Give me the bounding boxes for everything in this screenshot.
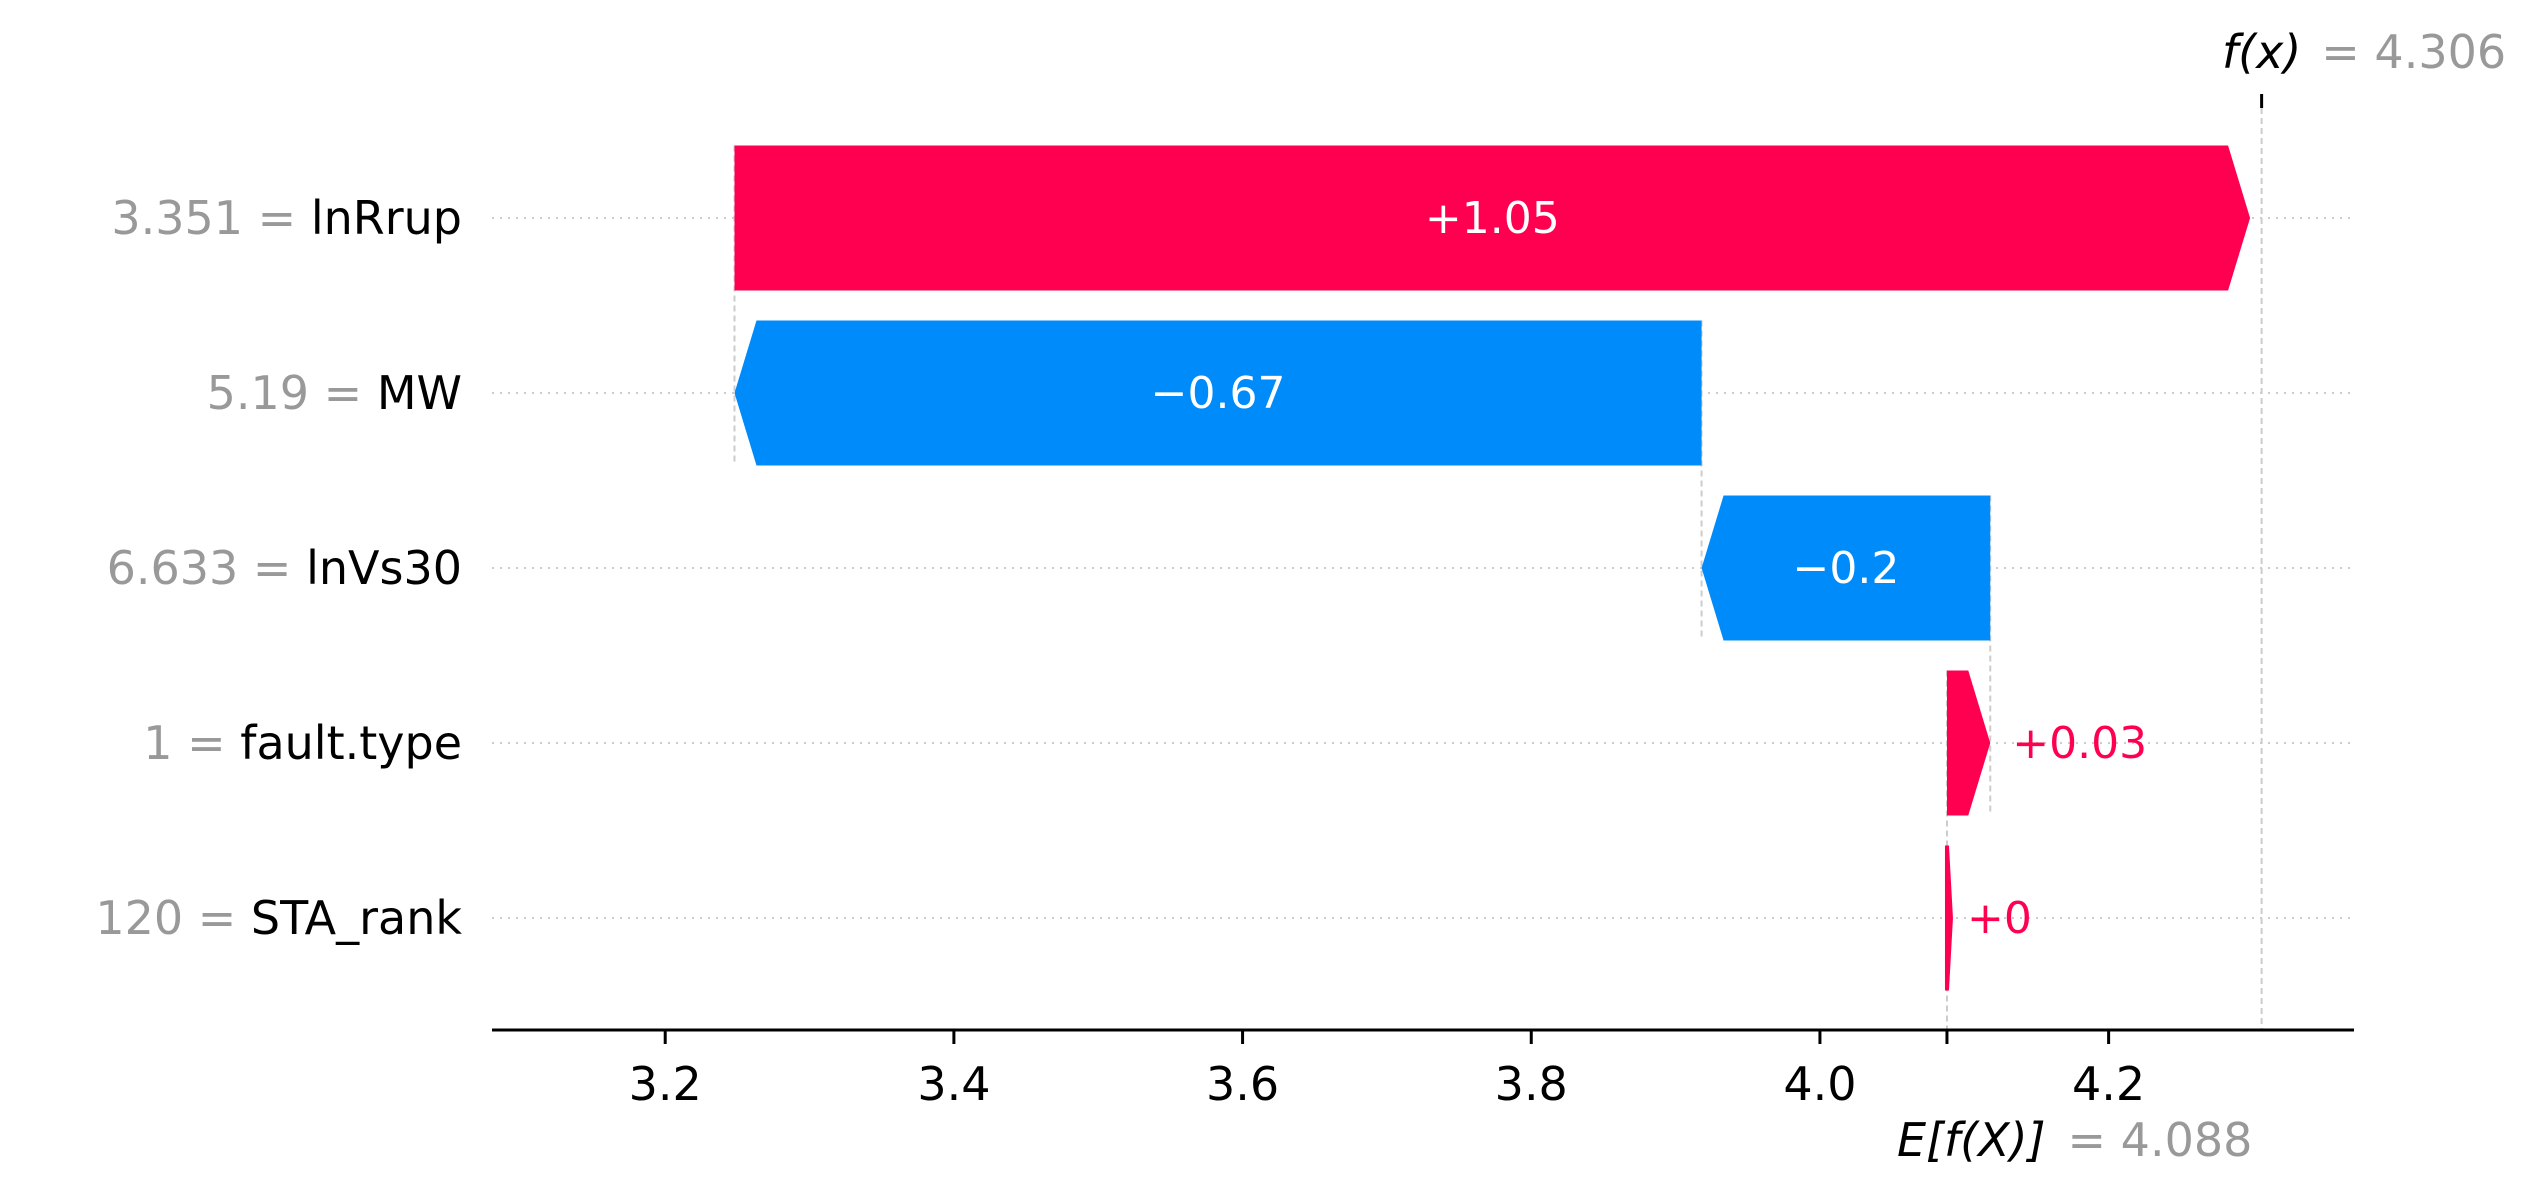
summary-annotations: E[f(X)] = 4.088 f(x) = 4.306: [1897, 25, 2506, 1167]
feature-value: 6.633 =: [107, 541, 306, 595]
bar-lnVs30: [1701, 495, 1991, 641]
bar-MW: [734, 320, 1702, 466]
feature-labels: 3.351 = lnRrup 5.19 = MW 6.633 = lnVs30 1 =…: [95, 191, 462, 945]
bar-label: −0.2: [1792, 543, 1899, 594]
feature-value: 1 =: [143, 716, 240, 770]
feature-label: 5.19 = MW: [207, 366, 462, 420]
x-axis: 3.2 3.4 3.6 3.8 4.0 4.2: [492, 94, 2354, 1111]
bar-label: +1.05: [1425, 193, 1560, 244]
x-tick-label: 4.2: [2072, 1057, 2145, 1111]
output-value-label: f(x): [2222, 25, 2301, 79]
feature-label: 6.633 = lnVs30: [107, 541, 462, 595]
bar-label: −0.67: [1151, 368, 1286, 419]
base-value-label: E[f(X)]: [1897, 1113, 2046, 1167]
feature-value: 120 =: [95, 891, 251, 945]
feature-value: 3.351 =: [111, 191, 310, 245]
x-tick-label: 3.8: [1495, 1057, 1568, 1111]
x-tick-label: 3.6: [1206, 1057, 1279, 1111]
feature-label: 120 = STA_rank: [95, 891, 462, 945]
base-value-text: = 4.088: [2068, 1113, 2253, 1167]
feature-name: lnVs30: [306, 541, 462, 595]
bar-lnRrup: [734, 145, 2251, 291]
output-value-annotation: f(x) = 4.306: [2222, 25, 2506, 79]
x-tick-label: 3.2: [629, 1057, 702, 1111]
bar-label: +0: [1967, 893, 2032, 944]
feature-name: STA_rank: [251, 891, 462, 945]
feature-label: 1 = fault.type: [143, 716, 462, 770]
contribution-labels: +1.05 −0.67 −0.2 +0.03 +0: [1151, 193, 2147, 944]
output-value-text: = 4.306: [2321, 25, 2506, 79]
x-tick-label: 3.4: [917, 1057, 990, 1111]
base-value-annotation: E[f(X)] = 4.088: [1897, 1113, 2252, 1167]
feature-label: 3.351 = lnRrup: [111, 191, 462, 245]
feature-name: fault.type: [240, 716, 462, 770]
feature-name: MW: [377, 366, 462, 420]
feature-name: lnRrup: [311, 191, 462, 245]
bar-label: +0.03: [2012, 718, 2147, 769]
contribution-bars: [734, 145, 2251, 991]
bar-STA_rank: [1944, 845, 1953, 991]
bar-fault.type: [1946, 670, 1991, 816]
feature-value: 5.19 =: [207, 366, 377, 420]
x-tick-label: 4.0: [1783, 1057, 1856, 1111]
